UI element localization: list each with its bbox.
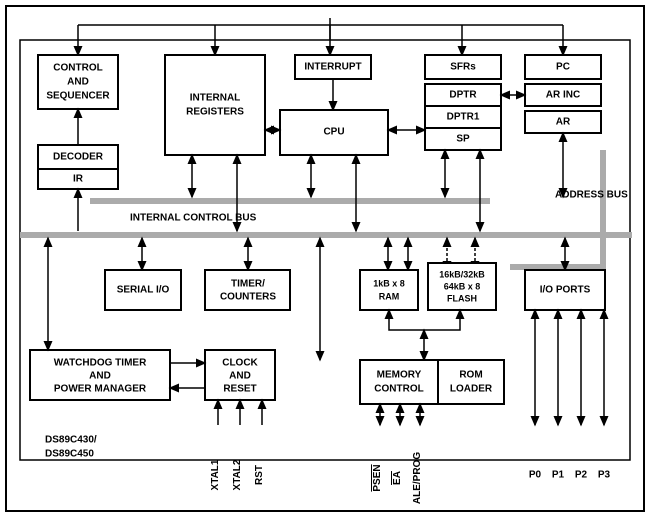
p1-pin: P1 — [552, 470, 565, 481]
arinc-label: AR INC — [546, 90, 580, 101]
pc-label: PC — [556, 62, 570, 73]
ram-label2: RAM — [379, 291, 400, 301]
control-sequencer-label2: AND — [67, 77, 89, 88]
memory-control-block — [360, 360, 438, 404]
rom-loader-label1: ROM — [459, 370, 482, 381]
io-ports-label: I/O PORTS — [540, 285, 591, 296]
ir-label: IR — [73, 174, 84, 185]
sfrs-label: SFRs — [450, 62, 476, 73]
address-bus-label: ADDRESS BUS — [555, 190, 628, 201]
upper-bus — [90, 198, 490, 204]
p2-pin: P2 — [575, 470, 588, 481]
rom-loader-label2: LOADER — [450, 384, 493, 395]
watchdog-label3: POWER MANAGER — [54, 384, 147, 395]
aleprog-pin: ALE/PROG — [412, 452, 423, 504]
address-bus-v — [600, 150, 606, 270]
timer-counters-label1: TIMER/ — [231, 279, 265, 290]
p3-pin: P3 — [598, 470, 611, 481]
control-sequencer-label1: CONTROL — [53, 63, 102, 74]
xtal2-pin: XTAL2 — [232, 459, 243, 490]
psen-pin: PSEN — [372, 464, 383, 491]
ea-pin: EA — [392, 471, 403, 485]
cpu-label: CPU — [323, 127, 344, 138]
memory-control-label2: CONTROL — [374, 384, 423, 395]
part-label1: DS89C430/ — [45, 435, 97, 446]
serial-io-label: SERIAL I/O — [117, 285, 170, 296]
timer-counters-label2: COUNTERS — [220, 292, 276, 303]
sp-label: SP — [456, 134, 470, 145]
timer-counters-block — [205, 270, 290, 310]
watchdog-label1: WATCHDOG TIMER — [54, 358, 147, 369]
p0-pin: P0 — [529, 470, 542, 481]
clock-reset-label3: RESET — [223, 384, 256, 395]
internal-registers-label2: REGISTERS — [186, 107, 244, 118]
internal-registers-block — [165, 55, 265, 155]
rom-loader-block — [438, 360, 504, 404]
flash-label1: 16kB/32kB — [439, 269, 485, 279]
clock-reset-label1: CLOCK — [222, 358, 258, 369]
xtal1-pin: XTAL1 — [210, 459, 221, 490]
internal-control-bus — [20, 232, 632, 238]
ar-label: AR — [556, 117, 571, 128]
dptr1-label: DPTR1 — [447, 112, 480, 123]
interrupt-label: INTERRUPT — [304, 62, 361, 73]
ram-block — [360, 270, 418, 310]
watchdog-label2: AND — [89, 371, 111, 382]
memory-control-label1: MEMORY — [377, 370, 422, 381]
flash-label2: 64kB x 8 — [444, 281, 481, 291]
flash-label3: FLASH — [447, 293, 477, 303]
clock-reset-label2: AND — [229, 371, 251, 382]
decoder-label: DECODER — [53, 152, 104, 163]
rst-pin: RST — [254, 465, 265, 485]
ram-label1: 1kB x 8 — [373, 278, 405, 288]
internal-control-bus-label: INTERNAL CONTROL BUS — [130, 213, 257, 224]
part-label2: DS89C450 — [45, 449, 94, 460]
dptr-label: DPTR — [449, 90, 477, 101]
control-sequencer-label3: SEQUENCER — [46, 91, 110, 102]
internal-registers-label1: INTERNAL — [190, 93, 241, 104]
